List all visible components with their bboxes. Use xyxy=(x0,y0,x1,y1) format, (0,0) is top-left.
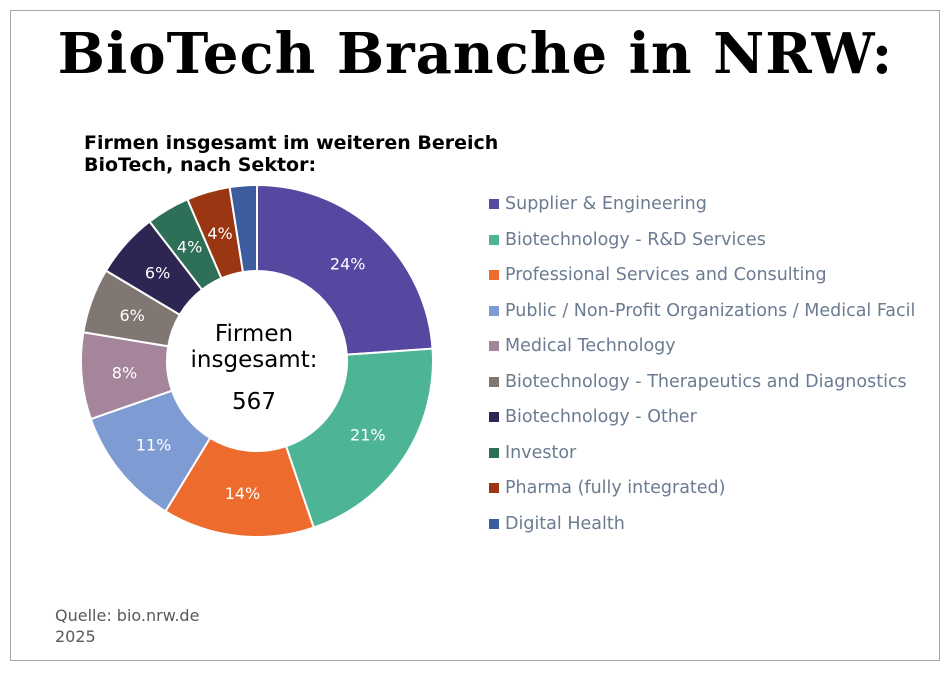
legend-swatch xyxy=(489,447,499,458)
donut-slices xyxy=(80,183,434,538)
legend-label: Public / Non-Profit Organizations / Medi… xyxy=(505,300,916,321)
slice-data-label: 14% xyxy=(225,484,261,503)
legend-swatch xyxy=(489,341,499,351)
legend-swatch xyxy=(489,518,499,529)
legend-label: Pharma (fully integrated) xyxy=(505,478,726,498)
legend-item: Supplier & Engineering xyxy=(489,192,915,228)
legend-label: Medical Technology xyxy=(505,336,676,356)
chart-subtitle: Firmen insgesamt im weiteren Bereich Bio… xyxy=(84,132,514,176)
legend-label: Biotechnology - R&D Services xyxy=(505,229,766,250)
slice-data-label: 21% xyxy=(350,426,386,445)
legend-item: Professional Services and Consulting xyxy=(489,263,915,299)
slice-data-label: 6% xyxy=(119,306,144,325)
subtitle-line-2: BioTech, nach Sektor: xyxy=(84,154,317,176)
legend-swatch xyxy=(489,376,499,387)
legend-label: Digital Health xyxy=(505,513,625,534)
center-total-value: 567 xyxy=(232,389,276,415)
source-line-1: Quelle: bio.nrw.de xyxy=(55,606,200,625)
legend-swatch xyxy=(489,412,499,422)
legend-swatch xyxy=(489,483,499,493)
donut-slice xyxy=(284,347,434,529)
donut-chart: 24% 21% 14% 11% 8% 6% 6% 4% 4% Firmen insgesamt:… xyxy=(80,183,434,538)
legend-swatch xyxy=(489,305,499,316)
legend-item: Biotechnology - R&D Services xyxy=(489,228,915,264)
page-title: BioTech Branche in NRW: xyxy=(57,21,894,87)
source-note: Quelle: bio.nrw.de 2025 xyxy=(55,605,255,647)
slice-data-label: 6% xyxy=(145,264,170,283)
center-label-line-2: insgesamt: xyxy=(191,347,318,373)
source-line-2: 2025 xyxy=(55,627,96,646)
legend-label: Biotechnology - Other xyxy=(505,407,697,427)
slice-data-label: 4% xyxy=(177,237,202,256)
legend-label: Professional Services and Consulting xyxy=(505,265,827,285)
legend-label: Investor xyxy=(505,442,577,463)
subtitle-line-1: Firmen insgesamt im weiteren Bereich xyxy=(84,132,499,154)
legend-item: Investor xyxy=(489,441,915,477)
legend-item: Medical Technology xyxy=(489,334,915,370)
legend-item: Pharma (fully integrated) xyxy=(489,476,915,512)
slice-data-label: 4% xyxy=(207,224,232,243)
chart-legend: Supplier & Engineering Biotechnology - R&… xyxy=(489,192,915,547)
legend-swatch xyxy=(489,234,499,245)
center-label-line-1: Firmen xyxy=(215,321,293,347)
legend-item: Biotechnology - Therapeutics and Diagnos… xyxy=(489,370,915,406)
legend-item: Biotechnology - Other xyxy=(489,405,915,441)
legend-label: Biotechnology - Therapeutics and Diagnos… xyxy=(505,371,907,392)
donut-slice xyxy=(228,183,258,274)
legend-swatch xyxy=(489,199,499,209)
legend-swatch xyxy=(489,270,499,280)
slice-data-label: 8% xyxy=(112,363,137,382)
legend-item: Public / Non-Profit Organizations / Medi… xyxy=(489,299,915,335)
donut-data-labels: 24% 21% 14% 11% 8% 6% 6% 4% 4% xyxy=(112,224,386,503)
legend-label: Supplier & Engineering xyxy=(505,194,707,214)
legend-item: Digital Health xyxy=(489,512,915,548)
slice-data-label: 24% xyxy=(330,255,366,274)
donut-slice xyxy=(256,183,434,356)
slice-data-label: 11% xyxy=(136,436,172,455)
